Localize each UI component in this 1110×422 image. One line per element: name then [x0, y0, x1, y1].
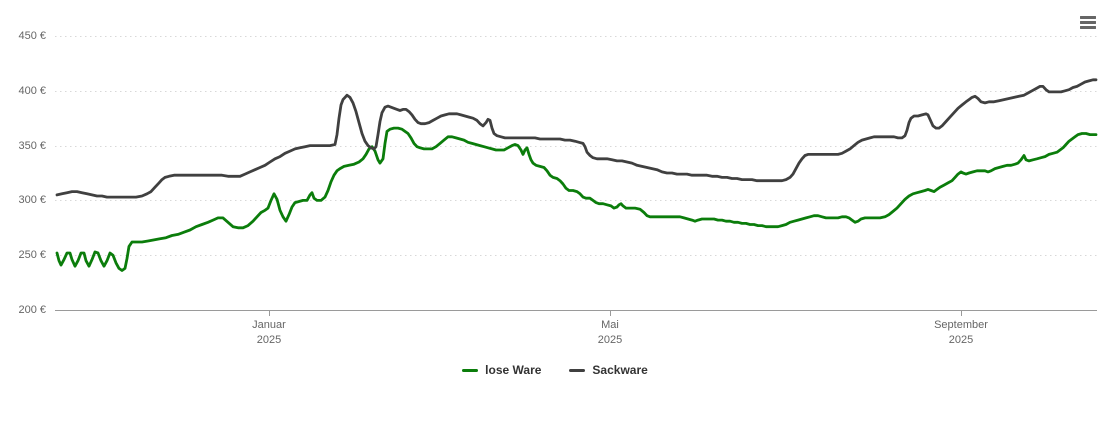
hamburger-icon	[1080, 15, 1096, 29]
series-line-lose-ware[interactable]	[55, 126, 1098, 272]
series-line-sackware[interactable]	[55, 78, 1098, 199]
legend-label-lose-ware: lose Ware	[485, 363, 542, 377]
lose-ware-line-swatch-icon	[462, 368, 479, 372]
sackware-line-swatch-icon	[569, 368, 586, 372]
chart-legend: lose Ware Sackware	[0, 363, 1110, 377]
chart-context-menu-button[interactable]	[1077, 12, 1099, 32]
legend-item-sackware[interactable]: Sackware	[569, 363, 648, 377]
legend-label-sackware: Sackware	[592, 363, 648, 377]
legend-item-lose-ware[interactable]: lose Ware	[462, 363, 541, 377]
